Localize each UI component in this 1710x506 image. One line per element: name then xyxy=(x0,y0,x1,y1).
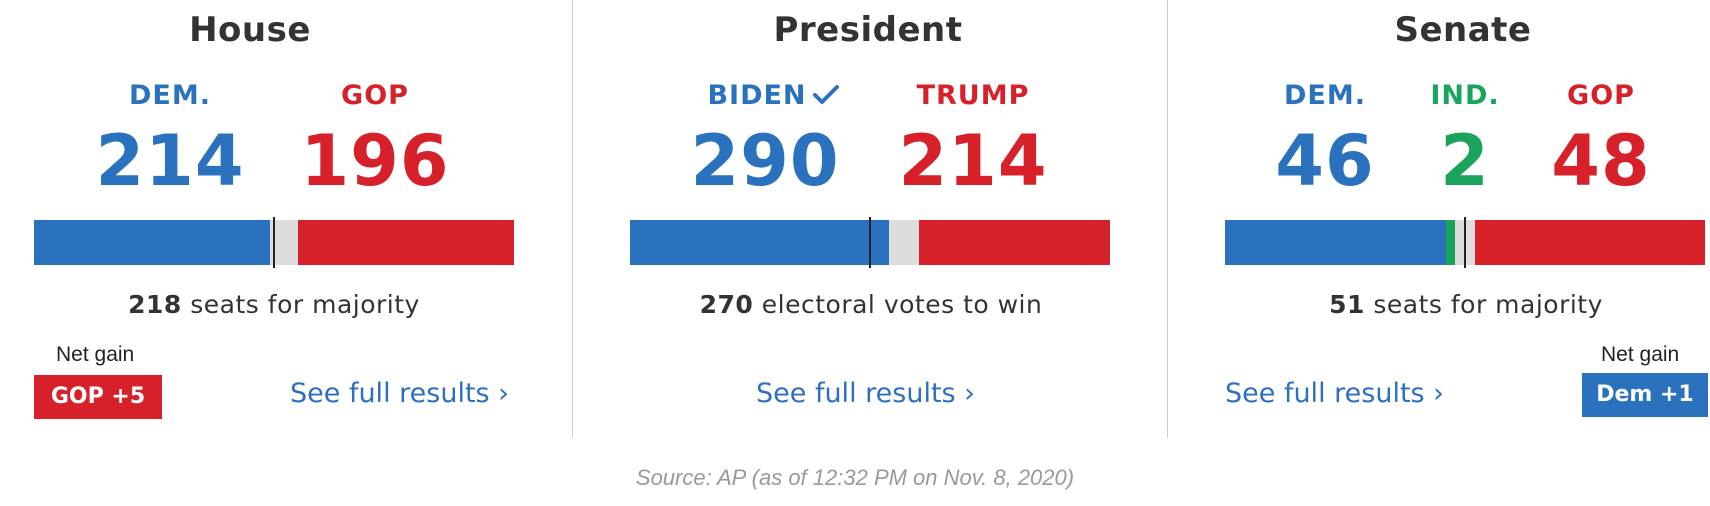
house-see-full-results-link[interactable]: See full results › xyxy=(290,378,509,409)
president-biden-label-wrap: BIDEN xyxy=(698,80,848,112)
senate-panel: Senate DEM. IND. GOP 46 2 48 51 seats fo… xyxy=(1168,0,1710,440)
senate-ind-label: IND. xyxy=(1430,80,1500,111)
president-win-label: electoral votes to win xyxy=(761,290,1043,319)
divider xyxy=(572,0,573,438)
senate-title: Senate xyxy=(1394,10,1532,50)
senate-net-gain-badge: Dem +1 xyxy=(1582,373,1708,417)
senate-seat-bar xyxy=(1225,217,1705,268)
house-panel: House DEM. GOP 214 196 218 seats for maj… xyxy=(0,0,545,440)
senate-see-full-results-link[interactable]: See full results › xyxy=(1225,378,1444,409)
senate-majority-label: seats for majority xyxy=(1373,290,1603,319)
house-gop-bar-segment xyxy=(297,220,514,265)
president-biden-bar-segment xyxy=(630,220,889,265)
senate-dem-label: DEM. xyxy=(1284,80,1366,111)
house-seat-bar xyxy=(34,217,514,268)
senate-gop-label: GOP xyxy=(1567,80,1635,111)
house-majority-text: 218 seats for majority xyxy=(0,290,548,319)
senate-ind-bar-segment xyxy=(1445,220,1456,265)
house-dem-label: DEM. xyxy=(129,80,211,111)
senate-ind-count: 2 xyxy=(1440,120,1490,202)
senate-net-gain-label: Net gain xyxy=(1601,343,1680,366)
president-win-text: 270 electoral votes to win xyxy=(573,290,1169,319)
senate-majority-marker xyxy=(1464,217,1466,268)
president-win-marker xyxy=(869,217,871,268)
house-majority-number: 218 xyxy=(128,290,182,319)
house-gop-label: GOP xyxy=(341,80,409,111)
president-trump-bar-segment xyxy=(919,220,1110,265)
house-dem-bar-segment xyxy=(34,220,271,265)
house-title: House xyxy=(189,10,311,50)
senate-gop-bar-segment xyxy=(1474,220,1705,265)
president-win-number: 270 xyxy=(699,290,754,319)
house-gop-count: 196 xyxy=(300,120,450,202)
source-note: Source: AP (as of 12:32 PM on Nov. 8, 20… xyxy=(635,465,1075,490)
house-dem-count: 214 xyxy=(95,120,245,202)
president-biden-label: BIDEN xyxy=(707,80,807,111)
president-electoral-bar xyxy=(630,217,1110,268)
divider xyxy=(1167,0,1168,438)
president-trump-count: 214 xyxy=(898,120,1048,202)
president-panel: President BIDEN TRUMP 290 214 270 electo… xyxy=(573,0,1118,440)
house-majority-label: seats for majority xyxy=(190,290,420,319)
president-trump-label: TRUMP xyxy=(916,80,1030,111)
senate-gop-count: 48 xyxy=(1551,120,1651,202)
senate-majority-number: 51 xyxy=(1329,290,1365,319)
president-see-full-results-link[interactable]: See full results › xyxy=(756,378,975,409)
house-majority-marker xyxy=(273,217,275,268)
senate-dem-bar-segment xyxy=(1225,220,1446,265)
president-biden-count: 290 xyxy=(690,120,840,202)
checkmark-icon xyxy=(812,81,839,112)
house-net-gain-label: Net gain xyxy=(56,343,135,366)
senate-majority-text: 51 seats for majority xyxy=(1168,290,1710,319)
senate-dem-count: 46 xyxy=(1275,120,1375,202)
house-net-gain-badge: GOP +5 xyxy=(34,375,162,419)
president-title: President xyxy=(773,10,963,50)
